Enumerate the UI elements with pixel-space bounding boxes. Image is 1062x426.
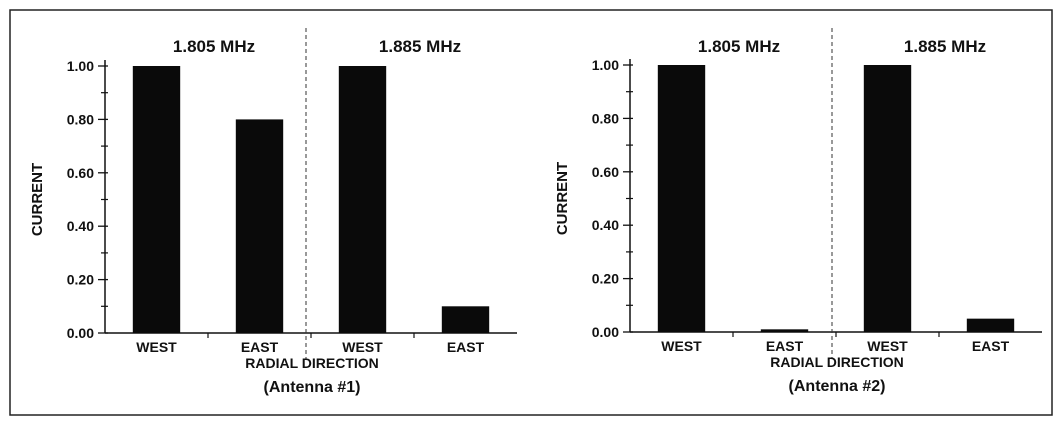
y-tick-label: 1.00	[592, 57, 619, 73]
y-axis-label: CURRENT	[554, 162, 571, 235]
bar-west	[338, 66, 387, 333]
bar-east	[441, 306, 490, 333]
x-tick-label: WEST	[867, 338, 908, 354]
y-tick-label: 0.80	[67, 111, 94, 127]
x-tick-label: WEST	[342, 339, 383, 355]
x-tick-label: EAST	[972, 338, 1010, 354]
y-tick-label: 0.00	[592, 324, 619, 340]
chart-caption: (Antenna #1)	[264, 379, 361, 396]
x-tick-label: WEST	[136, 339, 177, 355]
bar-east	[760, 329, 809, 332]
group-title: 1.885 MHz	[904, 37, 986, 56]
y-axis-label: CURRENT	[29, 163, 46, 236]
y-tick-label: 0.60	[592, 164, 619, 180]
y-tick-label: 0.00	[67, 325, 94, 341]
group-title: 1.805 MHz	[698, 37, 780, 56]
y-tick-label: 0.40	[67, 218, 94, 234]
group-title: 1.885 MHz	[379, 37, 461, 56]
x-axis-label: RADIAL DIRECTION	[245, 355, 379, 371]
x-tick-label: EAST	[241, 339, 279, 355]
y-tick-label: 0.80	[592, 110, 619, 126]
bar-west	[132, 66, 181, 333]
charts-container: 0.00 0.20 0.40 0.60 0.80 1.00 CURRENT WEST EAST W…	[29, 28, 1042, 396]
y-tick-label: 0.20	[592, 271, 619, 287]
chart-1: 0.00 0.20 0.40 0.60 0.80 1.00 CURRENT WEST EAST W…	[29, 28, 517, 396]
bar-east	[235, 119, 284, 334]
bar-west	[657, 65, 706, 332]
group-title: 1.805 MHz	[173, 37, 255, 56]
bar-east	[966, 318, 1015, 332]
x-axis-label: RADIAL DIRECTION	[770, 354, 904, 370]
y-tick-label: 0.20	[67, 272, 94, 288]
bar-west	[863, 65, 912, 332]
chart-caption: (Antenna #2)	[789, 378, 886, 395]
x-tick-label: EAST	[766, 338, 804, 354]
y-tick-label: 0.40	[592, 217, 619, 233]
chart-2: 0.00 0.20 0.40 0.60 0.80 1.00 CURRENT WEST EAST W…	[554, 28, 1042, 395]
x-tick-label: EAST	[447, 339, 485, 355]
x-tick-label: WEST	[661, 338, 702, 354]
y-tick-label: 1.00	[67, 58, 94, 74]
y-tick-label: 0.60	[67, 165, 94, 181]
